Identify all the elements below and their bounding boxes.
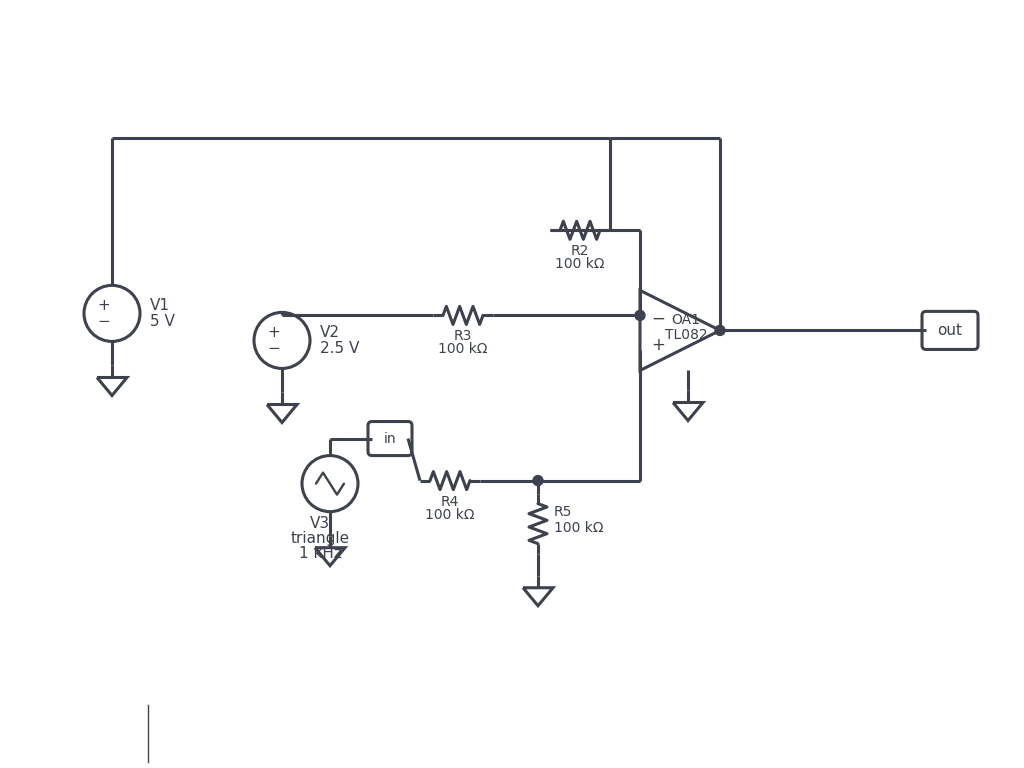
Text: corecode /: corecode /	[168, 717, 268, 735]
Text: V2: V2	[319, 325, 340, 340]
Text: 100 kΩ: 100 kΩ	[554, 521, 603, 535]
Text: triangle: triangle	[291, 531, 349, 546]
Text: in: in	[384, 432, 396, 445]
Text: R3: R3	[454, 329, 472, 343]
Text: −: −	[97, 314, 111, 329]
Text: 1 kHz: 1 kHz	[299, 546, 341, 561]
Text: http://circuitlab.com/cefmy42: http://circuitlab.com/cefmy42	[168, 738, 414, 756]
Text: V3: V3	[310, 516, 330, 531]
Text: opamp level shifter: opamp level shifter	[253, 717, 450, 735]
Text: R4: R4	[440, 495, 459, 508]
Text: +: +	[651, 336, 665, 355]
Text: 5 V: 5 V	[150, 314, 175, 329]
FancyBboxPatch shape	[368, 422, 412, 455]
Text: LAB: LAB	[50, 734, 95, 754]
Text: +: +	[97, 298, 111, 313]
Text: V1: V1	[150, 298, 170, 313]
Text: ∿: ∿	[18, 734, 33, 753]
Text: ►: ►	[36, 734, 47, 749]
Circle shape	[715, 326, 725, 336]
Text: R5: R5	[554, 505, 572, 518]
Text: 100 kΩ: 100 kΩ	[425, 508, 475, 521]
Text: −: −	[267, 341, 281, 356]
Text: 100 kΩ: 100 kΩ	[555, 257, 605, 271]
Circle shape	[534, 475, 543, 485]
Text: −: −	[651, 310, 665, 327]
Text: 100 kΩ: 100 kΩ	[438, 343, 487, 356]
Text: out: out	[938, 323, 963, 338]
Text: R2: R2	[570, 244, 589, 258]
FancyBboxPatch shape	[922, 311, 978, 349]
Text: TL082: TL082	[665, 329, 708, 343]
Text: OA1: OA1	[672, 313, 700, 327]
Circle shape	[635, 310, 645, 320]
Text: +: +	[267, 325, 281, 340]
Text: CIRCUIT: CIRCUIT	[18, 713, 111, 733]
Text: 2.5 V: 2.5 V	[319, 341, 359, 356]
